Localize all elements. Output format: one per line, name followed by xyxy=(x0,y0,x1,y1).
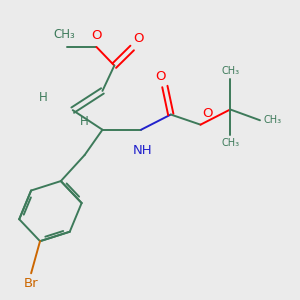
Text: Br: Br xyxy=(24,277,38,290)
Text: H: H xyxy=(39,91,47,104)
Text: O: O xyxy=(202,106,212,120)
Text: H: H xyxy=(80,115,89,128)
Text: NH: NH xyxy=(133,144,152,157)
Text: O: O xyxy=(134,32,144,45)
Text: CH₃: CH₃ xyxy=(221,66,239,76)
Text: O: O xyxy=(155,70,166,83)
Text: CH₃: CH₃ xyxy=(53,28,75,41)
Text: O: O xyxy=(91,29,102,42)
Text: CH₃: CH₃ xyxy=(221,138,239,148)
Text: CH₃: CH₃ xyxy=(263,115,282,125)
